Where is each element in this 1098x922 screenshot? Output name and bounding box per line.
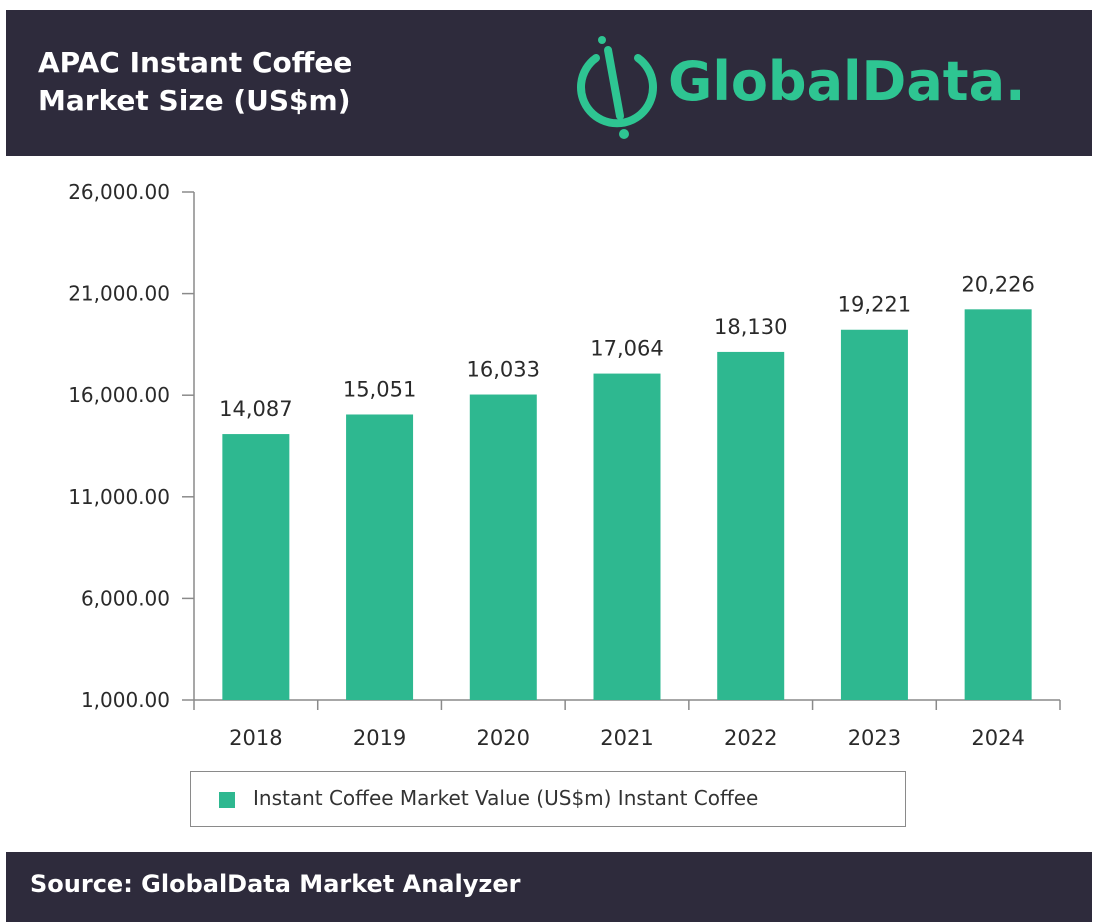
data-label-2023: 19,221: [838, 293, 911, 317]
data-label-2018: 14,087: [219, 397, 292, 421]
globaldata-logo: GlobalData.: [572, 32, 1082, 144]
bar-2022: [717, 351, 785, 700]
x-tick-label-2022: 2022: [724, 726, 777, 750]
chart-title-line-1: APAC Instant Coffee: [38, 46, 353, 79]
data-labels: 14,087 15,051 16,033 17,064 18,130 19,221 20,2…: [219, 272, 1035, 421]
x-tick-label-2019: 2019: [353, 726, 406, 750]
bar-2019: [346, 414, 414, 700]
y-tick-label: 11,000.00: [68, 485, 170, 509]
chart-footer: Source: GlobalData Market Analyzer: [6, 852, 1092, 922]
globaldata-logo-text: GlobalData.: [668, 50, 1026, 113]
y-tick-label: 6,000.00: [81, 586, 170, 610]
x-tick-label-2020: 2020: [477, 726, 530, 750]
bar-2023: [840, 329, 908, 700]
legend-swatch: [219, 792, 235, 808]
chart-title-line-2: Market Size (US$m): [38, 84, 351, 117]
bar-2018: [222, 434, 290, 700]
chart-title: APAC Instant Coffee Market Size (US$m): [38, 44, 352, 120]
chart-header: APAC Instant Coffee Market Size (US$m) G…: [6, 10, 1092, 156]
bar-2024: [964, 309, 1032, 700]
data-label-2020: 16,033: [467, 358, 540, 382]
y-tick-label: 26,000.00: [68, 180, 170, 204]
bar-2020: [469, 394, 537, 700]
bar-chart: 1,000.00 6,000.00 11,000.00 16,000.00 21,000…: [68, 180, 1061, 750]
y-tick-label: 16,000.00: [68, 383, 170, 407]
globaldata-logo-icon: [577, 36, 657, 139]
source-note: Source: GlobalData Market Analyzer: [30, 870, 521, 898]
x-axis: 2018 2019 2020 2021 2022 2023 2024: [193, 699, 1061, 750]
data-label-2021: 17,064: [590, 337, 663, 361]
bars: [222, 309, 1032, 700]
x-tick-label-2024: 2024: [971, 726, 1024, 750]
y-axis: 1,000.00 6,000.00 11,000.00 16,000.00 21,000…: [68, 180, 195, 712]
x-tick-label-2023: 2023: [848, 726, 901, 750]
chart-legend: Instant Coffee Market Value (US$m) Insta…: [190, 771, 906, 827]
legend-label: Instant Coffee Market Value (US$m) Insta…: [253, 786, 759, 810]
y-tick-label: 21,000.00: [68, 282, 170, 306]
y-tick-label: 1,000.00: [81, 688, 170, 712]
x-tick-label-2018: 2018: [229, 726, 282, 750]
data-label-2019: 15,051: [343, 377, 416, 401]
bar-2021: [593, 373, 661, 700]
data-label-2022: 18,130: [714, 315, 787, 339]
x-tick-label-2021: 2021: [600, 726, 653, 750]
data-label-2024: 20,226: [961, 272, 1034, 296]
